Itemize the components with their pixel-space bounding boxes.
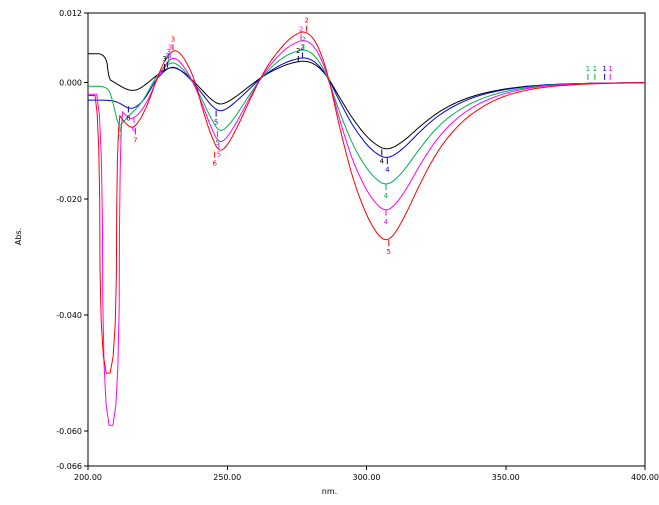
y-tick-label: -0.060 xyxy=(56,427,82,436)
peak-label: 5 xyxy=(214,118,218,126)
peak-label: 5 xyxy=(217,150,221,158)
peak-label: 1 xyxy=(602,65,606,73)
series-curve-black xyxy=(88,53,645,150)
y-tick-label: -0.020 xyxy=(56,195,82,204)
peak-label: 2 xyxy=(302,35,306,43)
peak-label: 4 xyxy=(384,192,389,200)
peak-label: 1 xyxy=(608,65,612,73)
x-tick-label: 350.00 xyxy=(492,473,520,482)
y-tick-label: 0.000 xyxy=(59,79,82,88)
peak-label: 7 xyxy=(133,136,137,144)
x-tick-label: 250.00 xyxy=(213,473,241,482)
peak-label: 3 xyxy=(162,55,166,63)
peak-label: 6 xyxy=(126,114,131,122)
peak-label: 4 xyxy=(380,157,385,165)
plot-border xyxy=(87,12,646,467)
peak-label: 2 xyxy=(296,47,300,55)
peak-label: 2 xyxy=(304,17,308,25)
x-tick-label: 400.00 xyxy=(631,473,659,482)
peak-label: 5 xyxy=(387,248,391,256)
y-tick-label: 0.012 xyxy=(59,9,82,18)
x-axis-title: nm. xyxy=(321,487,338,496)
peak-label: 3 xyxy=(165,53,169,61)
y-tick-label: -0.040 xyxy=(56,311,82,320)
y-axis-title: Abs. xyxy=(14,227,24,246)
series-curve-blue xyxy=(88,57,645,158)
peak-label: 2 xyxy=(300,43,304,51)
peak-label: 1 xyxy=(593,65,597,73)
peak-label: 6 xyxy=(212,160,217,168)
peak-label: 4 xyxy=(384,218,389,226)
series-curve-magenta xyxy=(88,39,645,426)
peak-label: 2 xyxy=(299,25,303,33)
series-curve-green xyxy=(88,49,645,185)
peak-label: 3 xyxy=(168,43,172,51)
peak-label: 1 xyxy=(586,65,590,73)
x-tick-label: 300.00 xyxy=(353,473,381,482)
series-curve-red xyxy=(88,31,646,374)
x-tick-label: 200.00 xyxy=(74,473,102,482)
y-tick-label: -0.066 xyxy=(56,462,82,471)
peak-label: 6 xyxy=(132,125,137,133)
peak-label: 3 xyxy=(171,35,175,43)
peak-label: 6 xyxy=(118,134,123,142)
peak-label: 5 xyxy=(215,139,219,147)
peak-label: 3 xyxy=(167,48,171,56)
peak-label: 4 xyxy=(385,166,390,174)
